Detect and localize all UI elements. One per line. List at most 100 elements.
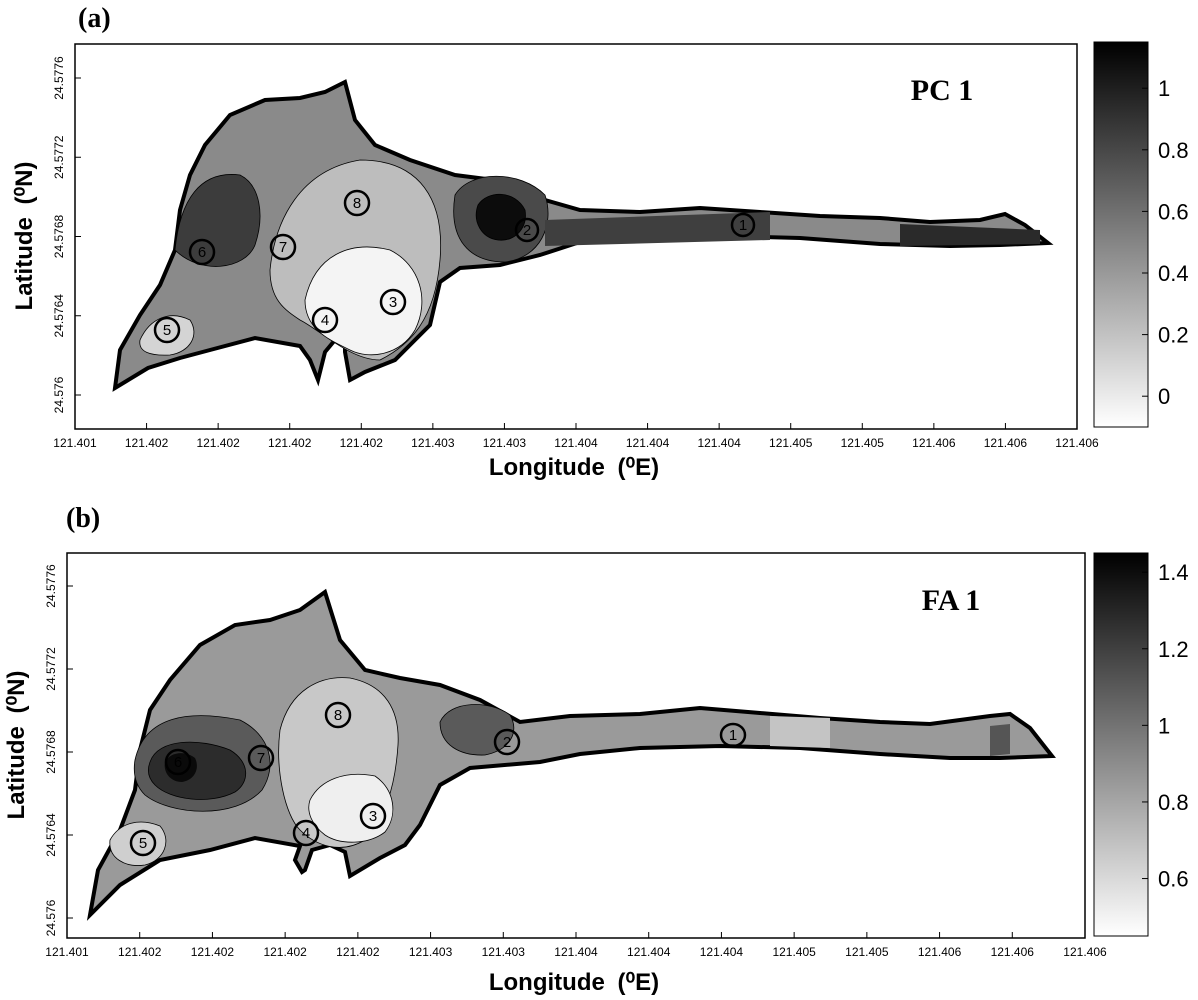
contour-light-sw: [139, 315, 195, 356]
y-tick-label: 24.576: [52, 376, 66, 413]
contour-dark-west: [174, 174, 261, 267]
x-tick-label: 121.405: [841, 436, 885, 450]
colorbar-tick-label: 0: [1158, 384, 1170, 409]
x-tick-label: 121.402: [118, 945, 162, 959]
panel-a-svg: (a) 1 2 3 4 5 6 7 8 PC 1 121.401 121.402 1…: [11, 3, 1189, 481]
panel-b: (b) 1 2 3 4 5 6 7 8 FA 1 121.401 121.402 1…: [0, 500, 1198, 1000]
y-tick-label: 24.5772: [44, 647, 58, 691]
station-5: 5: [153, 316, 181, 344]
station-1: 1: [719, 722, 747, 748]
svg-text:4: 4: [321, 312, 329, 329]
contour-peak: [475, 193, 526, 241]
colorbar-tick-label: 1.4: [1158, 560, 1189, 585]
colorbar-tick-label: 0.6: [1158, 867, 1189, 892]
panel-label: (b): [66, 503, 100, 534]
x-tick-label: 121.403: [411, 436, 455, 450]
station-8: 8: [324, 701, 352, 729]
svg-text:5: 5: [139, 835, 147, 852]
x-tick-label: 121.402: [196, 436, 240, 450]
station-8: 8: [343, 189, 371, 217]
stations: 1 2 3 4 5 6 7 8: [153, 189, 756, 344]
x-tick-label: 121.405: [845, 945, 889, 959]
station-2: 2: [493, 728, 521, 756]
contour-channel-end: [990, 724, 1010, 756]
x-tick-label: 121.401: [45, 945, 89, 959]
x-tick-label: 121.405: [772, 945, 816, 959]
x-tick-label: 121.406: [991, 945, 1035, 959]
y-axis-label-text: Latitude: [11, 217, 38, 310]
x-tick-label: 121.402: [191, 945, 235, 959]
x-tick-label: 121.402: [263, 945, 307, 959]
station-1: 1: [730, 212, 756, 238]
station-3: 3: [379, 288, 407, 316]
x-tick-label: 121.404: [554, 945, 598, 959]
lake-contour-map: [86, 588, 1056, 921]
svg-text:6: 6: [174, 754, 182, 771]
colorbar: [1093, 552, 1149, 937]
svg-text:1: 1: [739, 217, 747, 234]
colorbar-ticks: 0 0.2 0.4 0.6 0.8 1: [1142, 76, 1189, 409]
x-tick-label: 121.405: [769, 436, 813, 450]
svg-text:2: 2: [523, 222, 531, 239]
x-tick-label: 121.406: [918, 945, 962, 959]
colorbar-tick-label: 0.4: [1158, 261, 1189, 286]
y-axis-title: Latitude (⁰N): [11, 162, 38, 311]
colorbar: [1093, 41, 1149, 428]
x-tick-label: 121.404: [626, 436, 670, 450]
y-tick-label: 24.5768: [52, 214, 66, 258]
contour-light-sw: [109, 821, 167, 866]
y-tick-label: 24.5768: [44, 730, 58, 774]
contour-dark-west-inner: [148, 741, 247, 800]
y-tick-label: 24.5776: [52, 56, 66, 100]
y-axis-ticks: 24.576 24.5764 24.5768 24.5772 24.5776: [44, 564, 73, 936]
y-axis-unit-text: (⁰N): [11, 162, 38, 205]
x-tick-label: 121.404: [697, 436, 741, 450]
colorbar-tick-label: 0.8: [1158, 790, 1189, 815]
svg-text:6: 6: [198, 244, 206, 261]
contour-channel-light: [770, 716, 830, 748]
colorbar-tick-label: 0.2: [1158, 323, 1189, 348]
svg-text:5: 5: [163, 322, 171, 339]
x-tick-label: 121.402: [340, 436, 384, 450]
station-2: 2: [514, 217, 540, 243]
x-axis-title: Longitude (⁰E): [489, 454, 659, 481]
y-tick-label: 24.576: [44, 899, 58, 936]
station-4: 4: [292, 819, 320, 847]
x-tick-label: 121.403: [482, 945, 526, 959]
station-5: 5: [129, 829, 157, 857]
station-6: 6: [188, 238, 216, 266]
colorbar-tick-label: 1.2: [1158, 637, 1189, 662]
x-axis-unit-text: (⁰E): [618, 454, 660, 481]
station-7: 7: [247, 744, 275, 772]
x-tick-label: 121.406: [912, 436, 956, 450]
station-7: 7: [269, 233, 297, 261]
colorbar-tick-label: 1: [1158, 76, 1170, 101]
x-tick-label: 121.402: [336, 945, 380, 959]
x-axis-label-text: Longitude: [489, 969, 605, 996]
panel-b-svg: (b) 1 2 3 4 5 6 7 8 FA 1 121.401 121.402 1…: [3, 503, 1189, 996]
x-tick-label: 121.406: [1063, 945, 1107, 959]
x-tick-label: 121.404: [700, 945, 744, 959]
svg-text:4: 4: [302, 825, 310, 842]
svg-text:1: 1: [729, 727, 737, 744]
svg-text:2: 2: [503, 734, 511, 751]
x-axis-title: Longitude (⁰E): [489, 969, 659, 996]
y-tick-label: 24.5764: [44, 813, 58, 857]
x-tick-label: 121.404: [554, 436, 598, 450]
panel-label: (a): [78, 3, 111, 34]
svg-text:8: 8: [334, 707, 342, 724]
x-axis-unit-text: (⁰E): [618, 969, 660, 996]
x-axis-ticks: 121.401 121.402 121.402 121.402 121.402 121.4…: [53, 423, 1099, 450]
contour-channel-end: [900, 224, 1040, 246]
colorbar-tick-label: 0.6: [1158, 199, 1189, 224]
y-axis-unit-text: (⁰N): [3, 671, 30, 714]
map-label: PC 1: [911, 74, 974, 107]
contour-channel-dark: [545, 212, 770, 246]
colorbar-tick-label: 1: [1158, 713, 1170, 738]
station-6: 6: [164, 748, 192, 776]
y-tick-label: 24.5764: [52, 294, 66, 338]
y-tick-label: 24.5776: [44, 564, 58, 608]
x-tick-label: 121.403: [483, 436, 527, 450]
station-3: 3: [359, 802, 387, 830]
map-label: FA 1: [922, 584, 981, 617]
